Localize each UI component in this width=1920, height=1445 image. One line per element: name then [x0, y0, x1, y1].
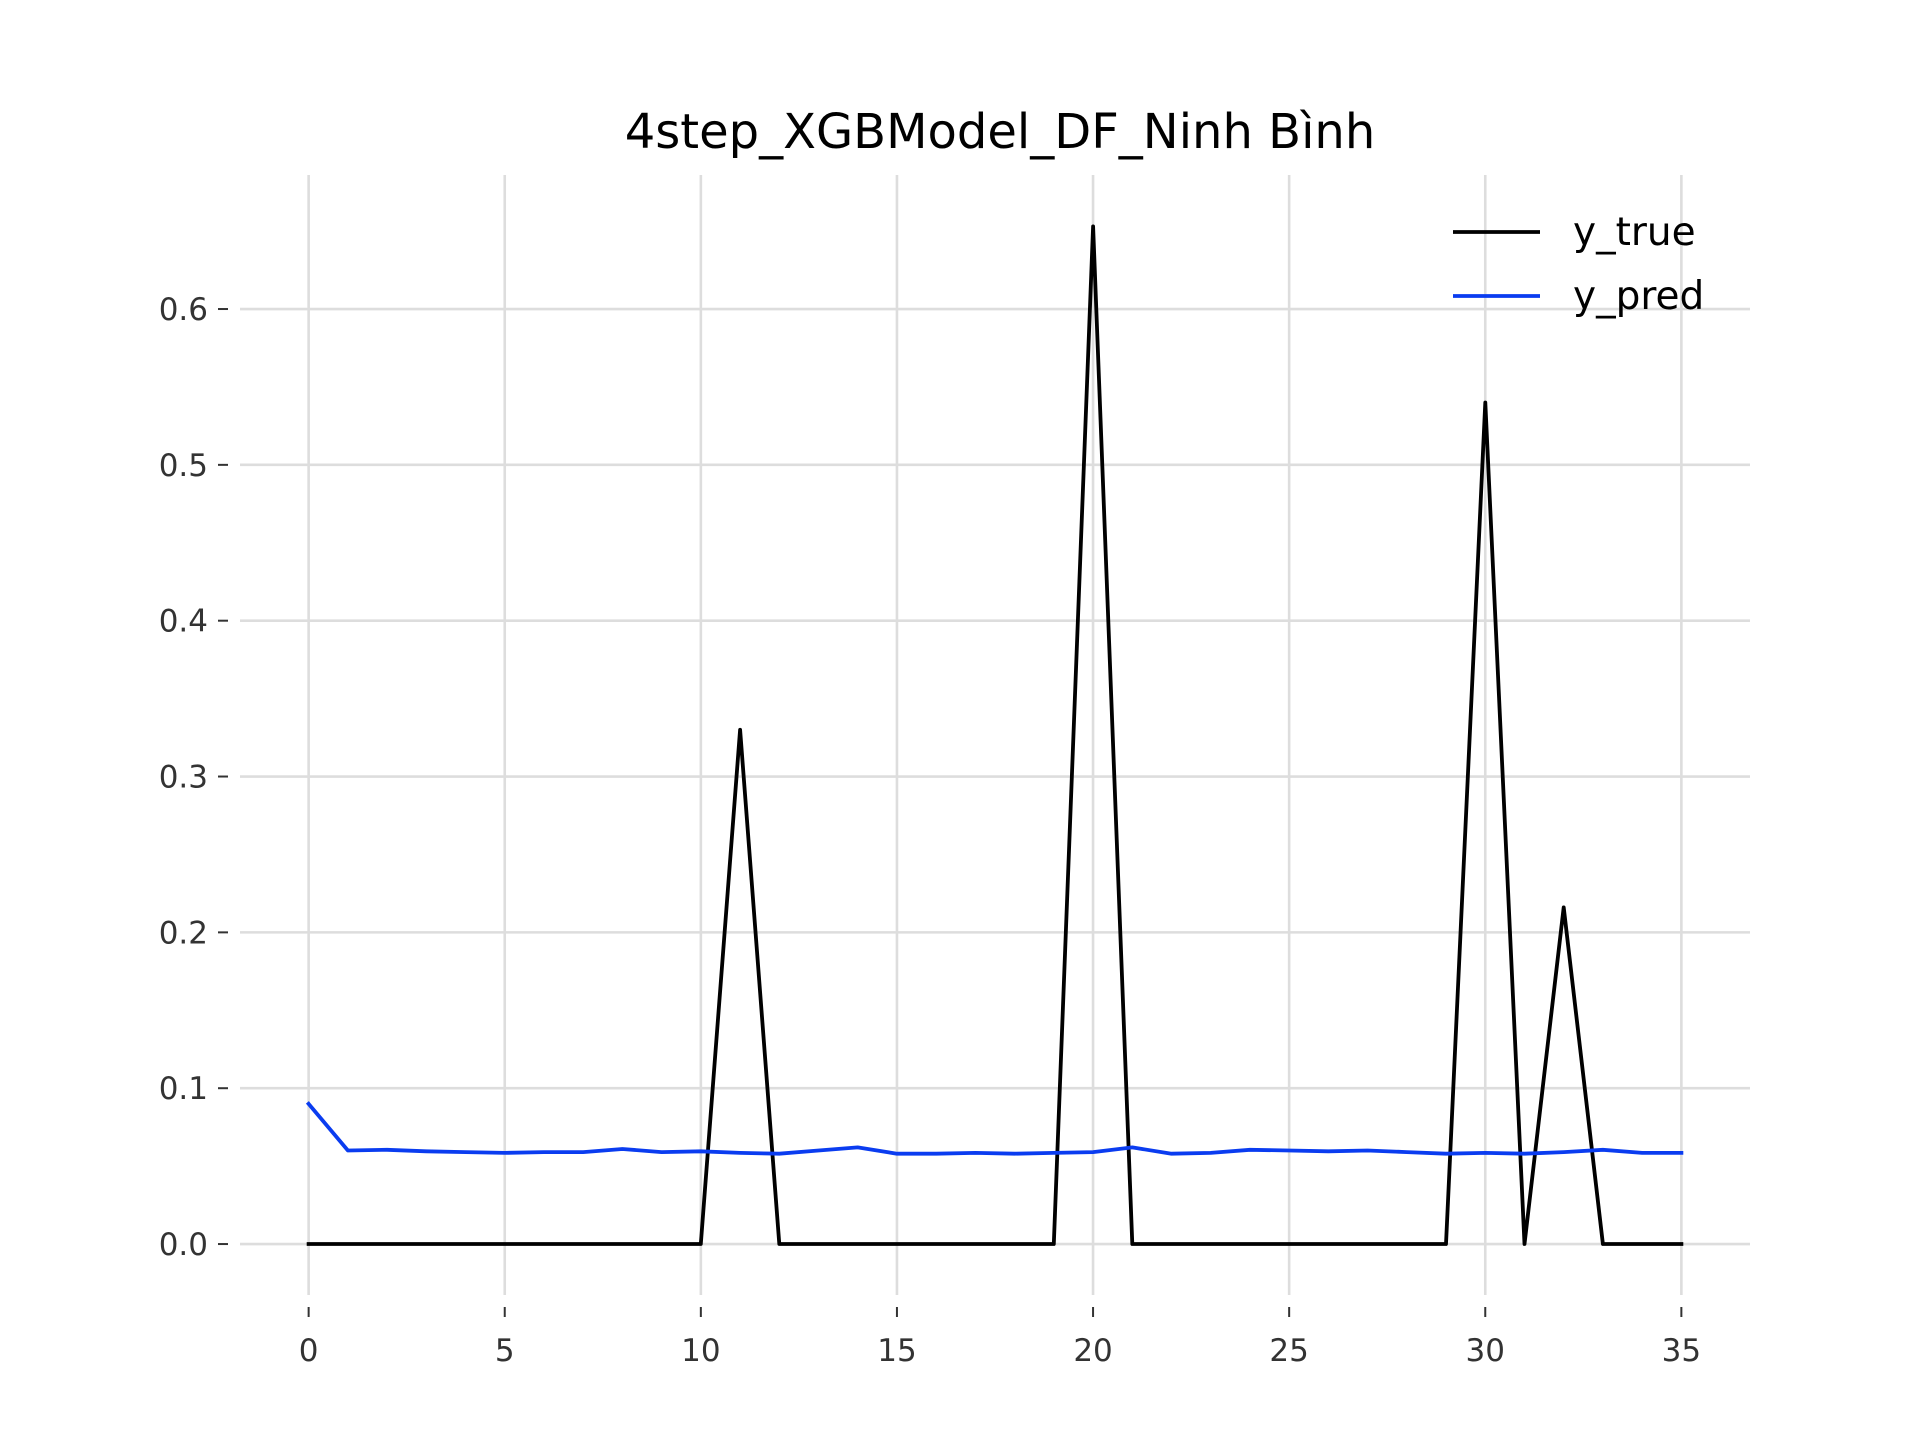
- x-tick-label: 30: [1466, 1333, 1505, 1369]
- y-tick-label: 0.5: [159, 448, 208, 484]
- legend: y_true y_pred: [1453, 210, 1704, 319]
- y-tick-label: 0.4: [159, 604, 208, 640]
- x-tick-label: 10: [681, 1333, 720, 1369]
- legend-label-y-true: y_true: [1573, 210, 1696, 255]
- series-line-y-true: [306, 224, 1684, 1246]
- y-tick-label: 0.0: [159, 1227, 208, 1263]
- x-tick-label: 25: [1269, 1333, 1308, 1369]
- x-tick-label: 20: [1073, 1333, 1112, 1369]
- legend-label-y-pred: y_pred: [1573, 274, 1704, 319]
- y-tick-label: 0.2: [159, 915, 208, 951]
- y-tick-label: 0.3: [159, 760, 208, 796]
- chart-title: 4step_XGBModel_DF_Ninh Bình: [625, 104, 1376, 160]
- x-tick-label: 35: [1662, 1333, 1701, 1369]
- x-tick-label: 5: [495, 1333, 515, 1369]
- series-line-y-pred: [305, 1101, 1684, 1156]
- x-tick-label: 0: [299, 1333, 319, 1369]
- grid-layer: [240, 175, 1750, 1295]
- y-tick-label: 0.1: [159, 1071, 208, 1107]
- series-layer: [305, 224, 1684, 1246]
- y-tick-label: 0.6: [159, 292, 208, 328]
- tick-layer: 0 5 10 15 20 25 30 35 0.0 0.1 0.2 0.3 0.4 0.5 0.6: [159, 292, 1701, 1369]
- x-tick-label: 15: [877, 1333, 916, 1369]
